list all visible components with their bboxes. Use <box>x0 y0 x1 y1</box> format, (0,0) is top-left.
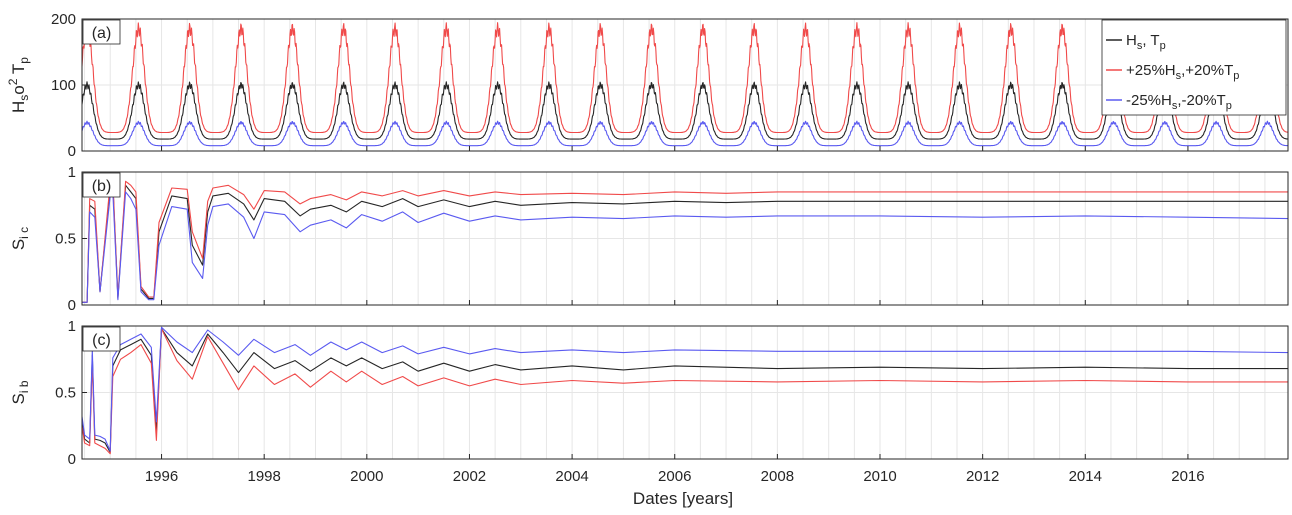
panel-b: 0 0.5 1 (b) Si c <box>9 164 1289 314</box>
y-tick-label: 1 <box>68 318 76 335</box>
y-axis-label: Si b <box>9 380 31 404</box>
panel-label-text: (b) <box>92 178 112 195</box>
y-tick-label: 0.5 <box>55 385 76 402</box>
series-line-plus <box>82 178 1288 303</box>
legend-entry-base: Hs, Tp <box>1126 32 1166 52</box>
y-tick-label: 0 <box>68 143 76 160</box>
y-tick-label: 1 <box>68 164 76 181</box>
legend-entry-plus: +25%Hs,+20%Tp <box>1126 62 1239 82</box>
y-axis-label: Si c <box>9 227 31 250</box>
series-line-plus <box>81 328 1288 455</box>
y-tick-label: 100 <box>51 77 76 94</box>
series-line-plus <box>81 22 1289 134</box>
x-axis-label: Dates [years] <box>633 489 733 508</box>
x-tick-label: 2008 <box>761 468 794 485</box>
x-tick-label: 2016 <box>1171 468 1204 485</box>
x-tick-label: 1996 <box>145 468 178 485</box>
y-tick-label: 0 <box>68 297 76 314</box>
series-line-minus <box>81 120 1289 147</box>
y-tick-label: 200 <box>51 11 76 28</box>
legend: Hs, Tp +25%Hs,+20%Tp -25%Hs,-20%Tp <box>1101 19 1287 116</box>
x-tick-label: 2000 <box>350 468 383 485</box>
panel-label-text: (c) <box>92 332 111 349</box>
grid <box>82 171 1288 306</box>
legend-box <box>1101 19 1287 116</box>
panel-label: (b) <box>82 172 121 198</box>
panel-label-box <box>82 19 121 45</box>
x-tick-label: 2012 <box>966 468 999 485</box>
y-tick-label: 0 <box>68 451 76 468</box>
x-tick-label: 1998 <box>247 468 280 485</box>
series-line-base <box>81 81 1289 140</box>
x-tick-labels: 1996 1998 2000 2002 2004 2006 2008 2010 2012 2014… <box>145 468 1205 485</box>
x-tick-label: 2004 <box>555 468 588 485</box>
panel-label-text: (a) <box>92 25 112 42</box>
x-tick-label: 2014 <box>1069 468 1102 485</box>
panel-label: (c) <box>82 326 121 352</box>
panel-label-box <box>82 172 121 198</box>
panel-label: (a) <box>82 19 121 45</box>
series-line-minus <box>82 191 1289 303</box>
legend-entry-minus: -25%Hs,-20%Tp <box>1126 92 1232 112</box>
panel-c: 0 0.5 1 (c) Si b <box>9 318 1289 468</box>
panel-label-box <box>82 326 121 352</box>
y-axis-label: Hso2 Tp <box>6 57 31 113</box>
panel-a: 0 100 200 (a) Hso2 Tp Hs, Tp +25%Hs,+20%Tp -25%… <box>6 11 1289 160</box>
x-tick-label: 2006 <box>658 468 691 485</box>
x-tick-label: 2010 <box>863 468 896 485</box>
series-line-minus <box>81 326 1289 452</box>
y-tick-label: 0.5 <box>55 231 76 248</box>
x-tick-label: 2002 <box>453 468 486 485</box>
